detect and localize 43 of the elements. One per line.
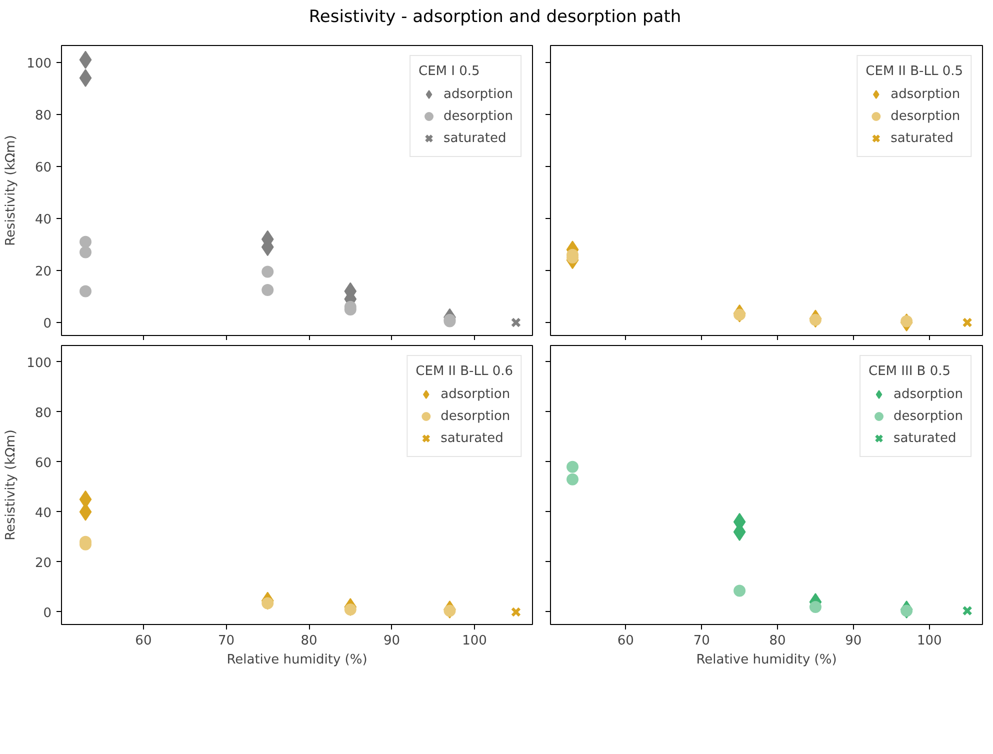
x-tick-label: 70 [218,634,234,648]
x-axis-title: Relative humidity (%) [226,652,368,668]
x-axis-title: Relative humidity (%) [696,652,837,668]
y-tick-label: 20 [34,264,52,280]
y-tick-label: 80 [34,406,52,421]
y-tick-label: 60 [34,456,52,471]
x-tick-label: 90 [845,634,862,648]
legend-label: desorption [444,108,513,124]
legend-label: adsorption [440,386,510,402]
x-tick-label: 60 [617,634,634,648]
legend-title: CEM II B-LL 0.5 [866,64,963,79]
legend-title: CEM I 0.5 [418,64,481,79]
legend-label: desorption [894,408,963,424]
y-tick-label: 60 [34,160,52,176]
x-tick-label: 90 [384,634,400,648]
chart-title: Resistivity - adsorption and desorption path [308,6,682,29]
y-tick-label: 80 [34,108,52,124]
legend-label: saturated [440,430,504,446]
y-tick-label: 0 [43,316,52,332]
legend-label: desorption [440,408,510,424]
legend-label: adsorption [890,86,960,102]
y-axis-title: Resistivity (kΩm) [4,430,19,540]
y-tick-label: 0 [43,606,52,621]
x-tick-label: 70 [693,634,710,648]
legend-label: saturated [444,130,506,146]
y-axis-title: Resistivity (kΩm) [4,135,19,246]
y-tick-label: 40 [34,506,52,521]
y-tick-label: 100 [26,356,52,371]
legend-label: adsorption [444,86,513,102]
x-tick-label: 80 [300,634,318,648]
legend-label: saturated [890,130,954,146]
legend-label: desorption [890,108,960,124]
legend-label: adsorption [894,386,963,402]
y-tick-label: 100 [26,56,52,72]
x-tick-label: 60 [135,634,152,648]
y-tick-label: 20 [34,556,52,571]
x-tick-label: 100 [462,634,487,648]
x-tick-label: 80 [769,634,786,648]
y-tick-label: 40 [34,212,52,228]
x-tick-label: 100 [916,634,942,648]
legend-title: CEM II B-LL 0.6 [416,364,513,379]
legend-label: saturated [894,430,956,446]
legend-title: CEM III B 0.5 [868,364,952,379]
